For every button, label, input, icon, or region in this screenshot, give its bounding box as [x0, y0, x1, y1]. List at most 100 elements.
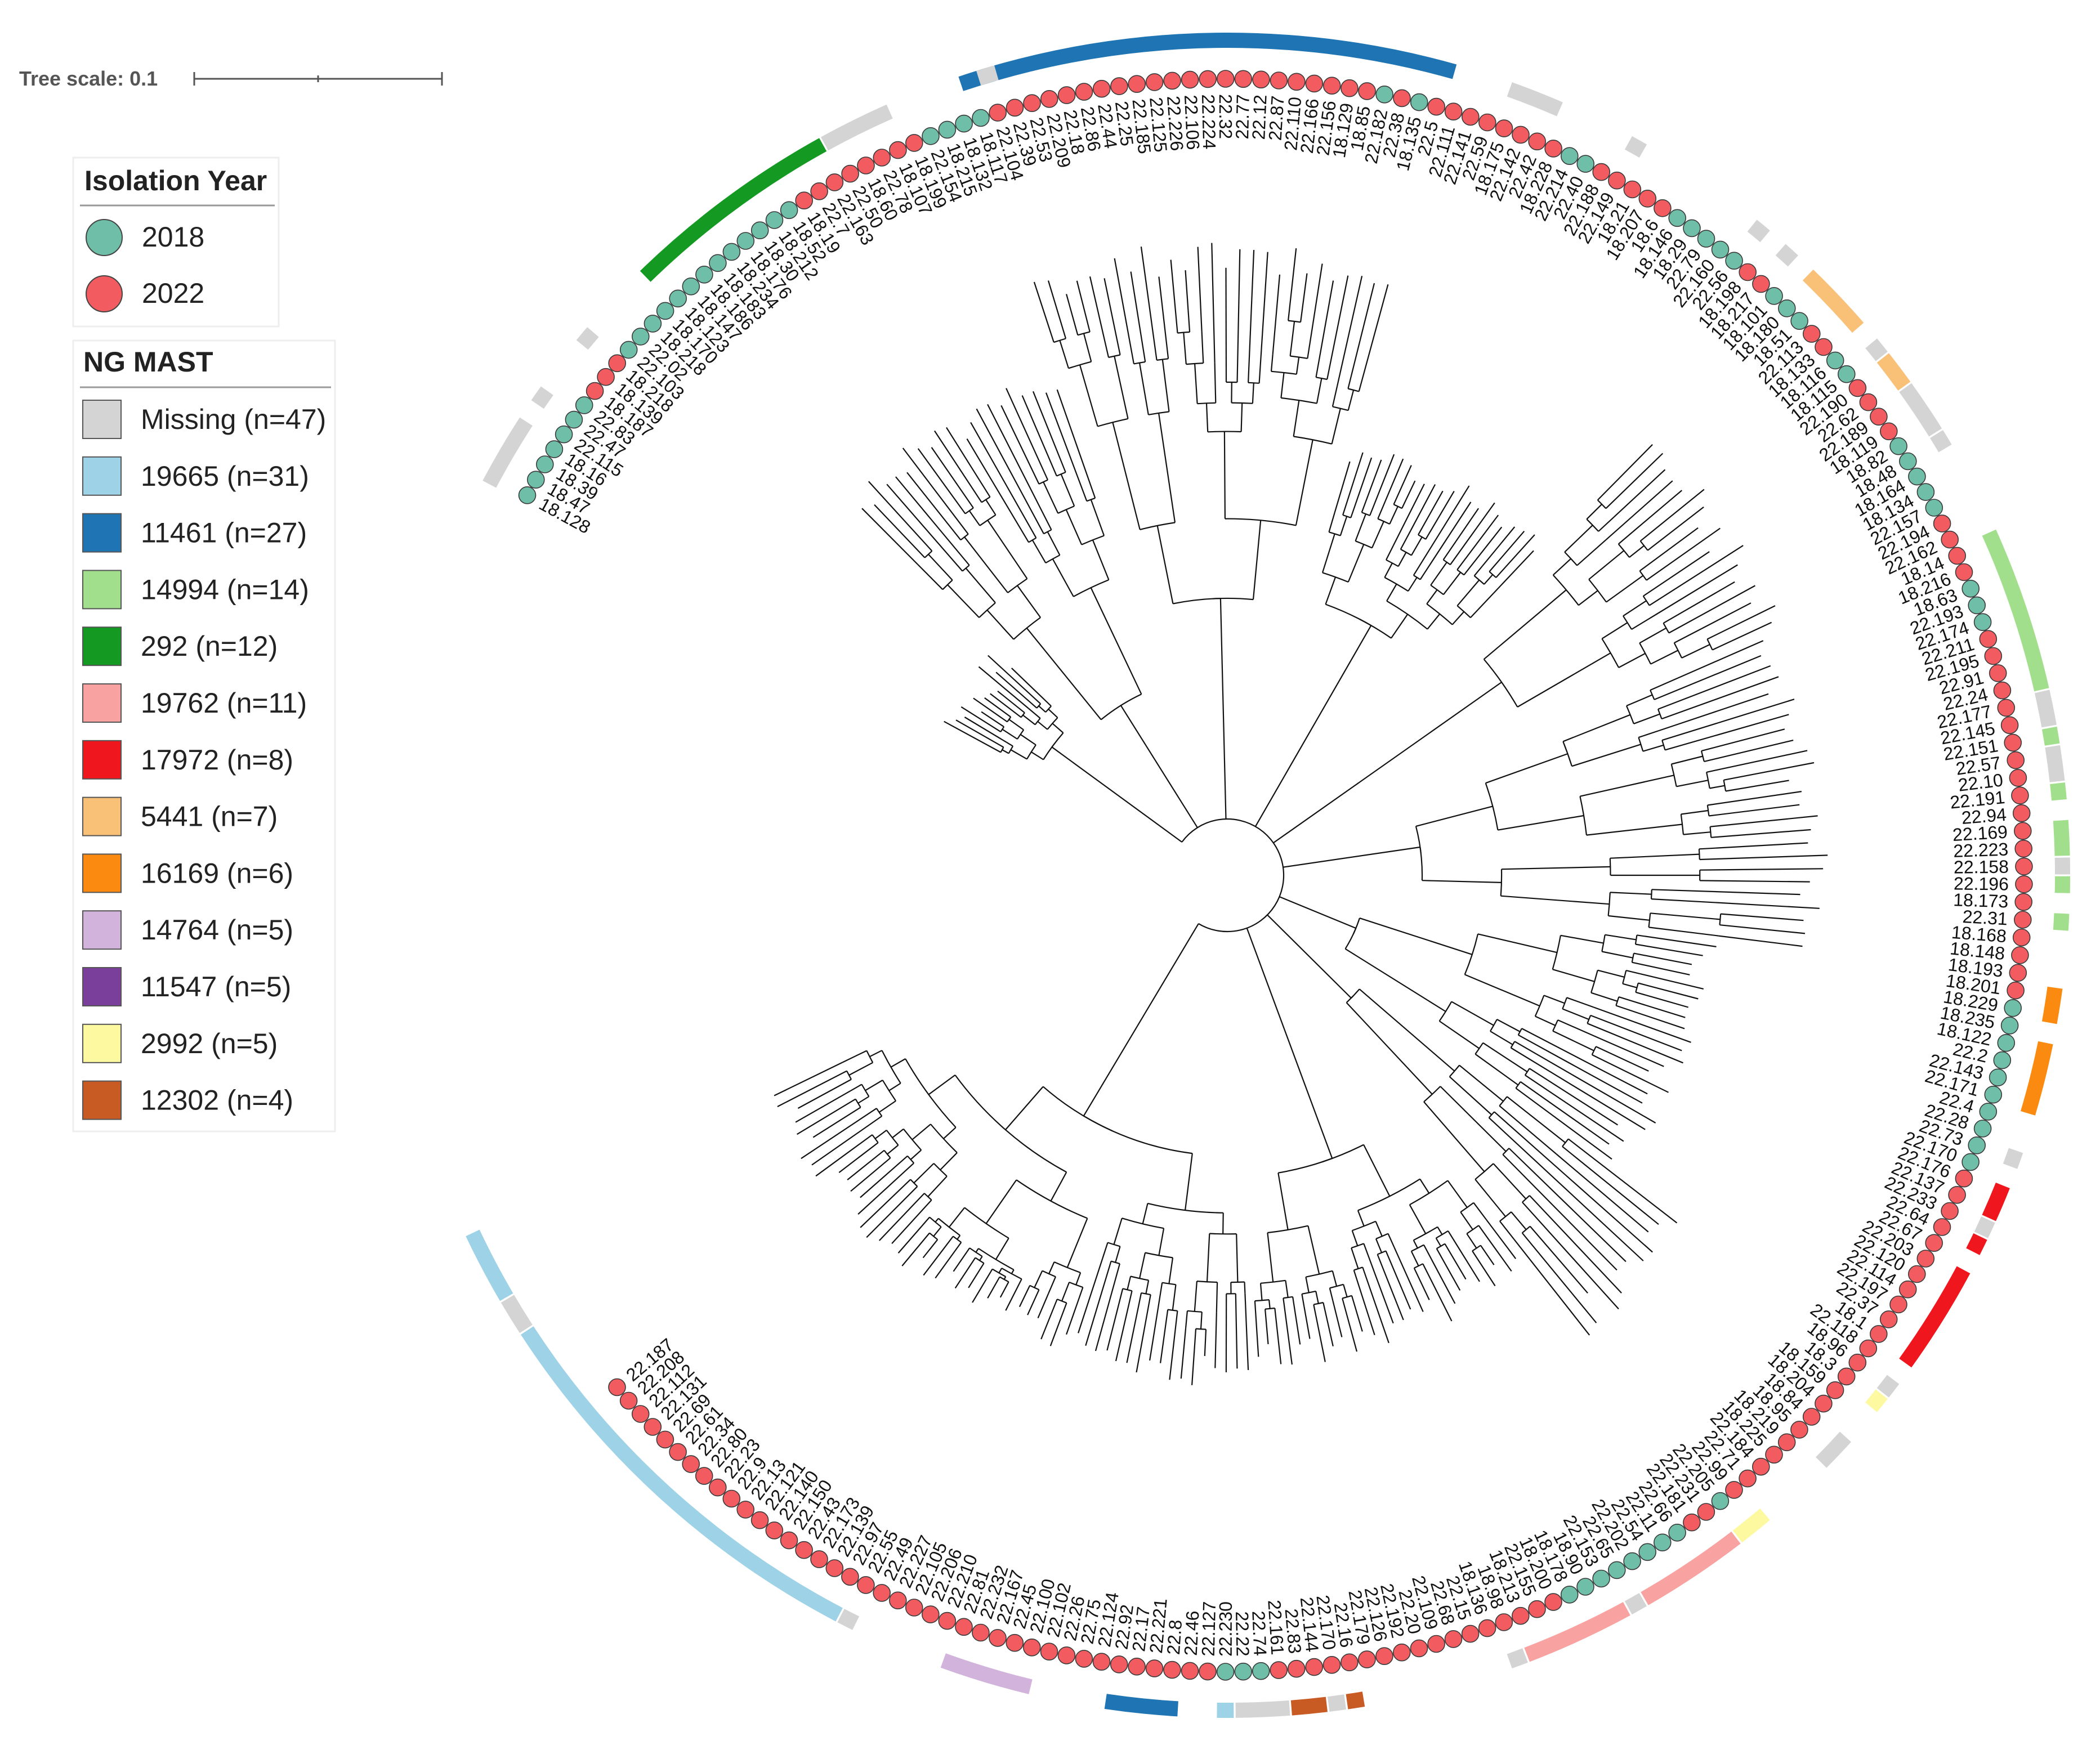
tree-branch: [1642, 596, 1650, 606]
tree-branch: [1377, 518, 1390, 525]
year-dot: [2011, 786, 2029, 804]
tree-branch: [1623, 615, 1632, 630]
tree-branch: [1654, 655, 1762, 700]
tree-branch: [1721, 750, 1808, 770]
tree-branch: [1586, 823, 1683, 836]
year-dot: [736, 232, 755, 250]
year-dot: [1889, 437, 1907, 455]
year-dot: [518, 486, 537, 504]
tree-branch: [1037, 1293, 1049, 1319]
tree-branch: [1158, 413, 1176, 523]
year-dot: [1916, 483, 1935, 501]
year-dot: [1478, 1619, 1496, 1637]
tree-branch: [1700, 880, 1810, 883]
tree-branch: [1663, 581, 1735, 624]
year-dot: [1075, 1650, 1093, 1668]
legend-swatch-ngmast-16169: [82, 853, 122, 893]
tree-branch: [890, 1058, 906, 1068]
year-dot: [1899, 452, 1917, 471]
tree-branch: [1451, 1001, 1494, 1026]
tree-branch: [1040, 1299, 1058, 1340]
tree-branch: [1450, 502, 1495, 565]
tree-branch: [1160, 1309, 1169, 1363]
tree-branch: [933, 1227, 942, 1237]
ngmast-segment-19665: [1217, 1702, 1234, 1718]
year-dot: [1427, 97, 1445, 116]
ngmast-segment-missing: [482, 417, 533, 488]
year-dot: [1993, 681, 2012, 700]
year-dot: [1955, 1169, 1973, 1188]
tree-branch: [1522, 1195, 1530, 1203]
ngmast-segment-17972: [1982, 1183, 2010, 1221]
year-dot: [1495, 119, 1513, 137]
legend-label-ngmast-11547: 11547 (n=5): [141, 971, 291, 1002]
year-dot: [1638, 189, 1657, 208]
year-dot: [1725, 1481, 1743, 1499]
ngmast-segment-14994: [2054, 876, 2071, 893]
legend-label-ngmast-14764: 14764 (n=5): [141, 914, 293, 946]
tree-branch: [973, 697, 1008, 723]
year-dot: [1375, 1647, 1393, 1665]
tree-branch: [868, 481, 933, 552]
tree-branch: [1078, 1258, 1103, 1333]
tree-branch: [850, 1157, 891, 1192]
tree-branch: [1633, 952, 1692, 965]
ngmast-segment-17972: [1966, 1233, 1987, 1255]
year-dot: [1711, 240, 1730, 259]
tree-branch: [1194, 1281, 1198, 1312]
tree-branch: [1618, 996, 1686, 1018]
year-dot: [1777, 1433, 1796, 1452]
year-dot: [1879, 1310, 1898, 1328]
tree-branch: [975, 1257, 985, 1264]
tree-branch: [1598, 516, 1615, 532]
year-dot: [1815, 338, 1833, 356]
year-dot: [1752, 1457, 1770, 1476]
legend-label-ngmast-11461: 11461 (n=27): [141, 517, 307, 549]
tree-branch: [1400, 548, 1412, 556]
tree-branch: [1156, 525, 1174, 604]
year-dot: [1916, 1250, 1935, 1268]
year-dot: [1181, 1662, 1199, 1680]
tree-branch: [1013, 617, 1041, 640]
tree-branch: [1032, 391, 1066, 473]
tree-branch: [1501, 866, 1611, 870]
tree-branch: [1483, 659, 1518, 708]
ngmast-segment-missing: [1876, 1375, 1900, 1398]
tree-branch: [1300, 273, 1308, 323]
year-dot: [1576, 155, 1594, 173]
ngmast-segment-missing: [501, 1295, 533, 1333]
tree-branch: [1507, 1096, 1566, 1143]
tree-branch: [1632, 490, 1683, 532]
legend-label-ngmast-17972: 17972 (n=8): [141, 744, 293, 776]
tree-branch: [1018, 1278, 1022, 1284]
year-dot: [1393, 89, 1411, 108]
tree-branch: [838, 1142, 879, 1173]
tree-branch: [1045, 392, 1088, 502]
year-dot: [1057, 1646, 1076, 1664]
year-dot: [526, 471, 545, 489]
legend-swatch-ngmast-missing: [82, 400, 122, 439]
legend-swatch-ngmast-5441: [82, 796, 122, 836]
tree-branch: [1097, 418, 1128, 427]
tree-branch: [1681, 644, 1710, 659]
tree-branch: [1244, 1293, 1249, 1371]
tree-branch: [995, 1238, 1009, 1260]
tree-branch: [987, 520, 1028, 579]
tree-branch: [1010, 749, 1027, 760]
year-dot: [1973, 613, 1992, 631]
tree-branch: [1410, 484, 1436, 531]
tree-branch: [1352, 1220, 1376, 1232]
tree-branch: [1236, 1234, 1239, 1282]
leaf-label: 22.223: [1953, 839, 2009, 861]
tree-branch: [1639, 627, 1666, 644]
ngmast-segment-16169: [2041, 986, 2063, 1024]
tree-branch: [1473, 1202, 1487, 1220]
year-dot: [1234, 1662, 1252, 1681]
tree-branch: [1413, 1226, 1438, 1241]
tree-branch: [1352, 928, 1357, 934]
year-dot: [586, 382, 604, 400]
tree-branch: [1085, 1261, 1112, 1346]
tree-branch: [1325, 603, 1392, 639]
tree-branch: [1562, 714, 1631, 742]
year-dot: [1305, 1658, 1323, 1676]
